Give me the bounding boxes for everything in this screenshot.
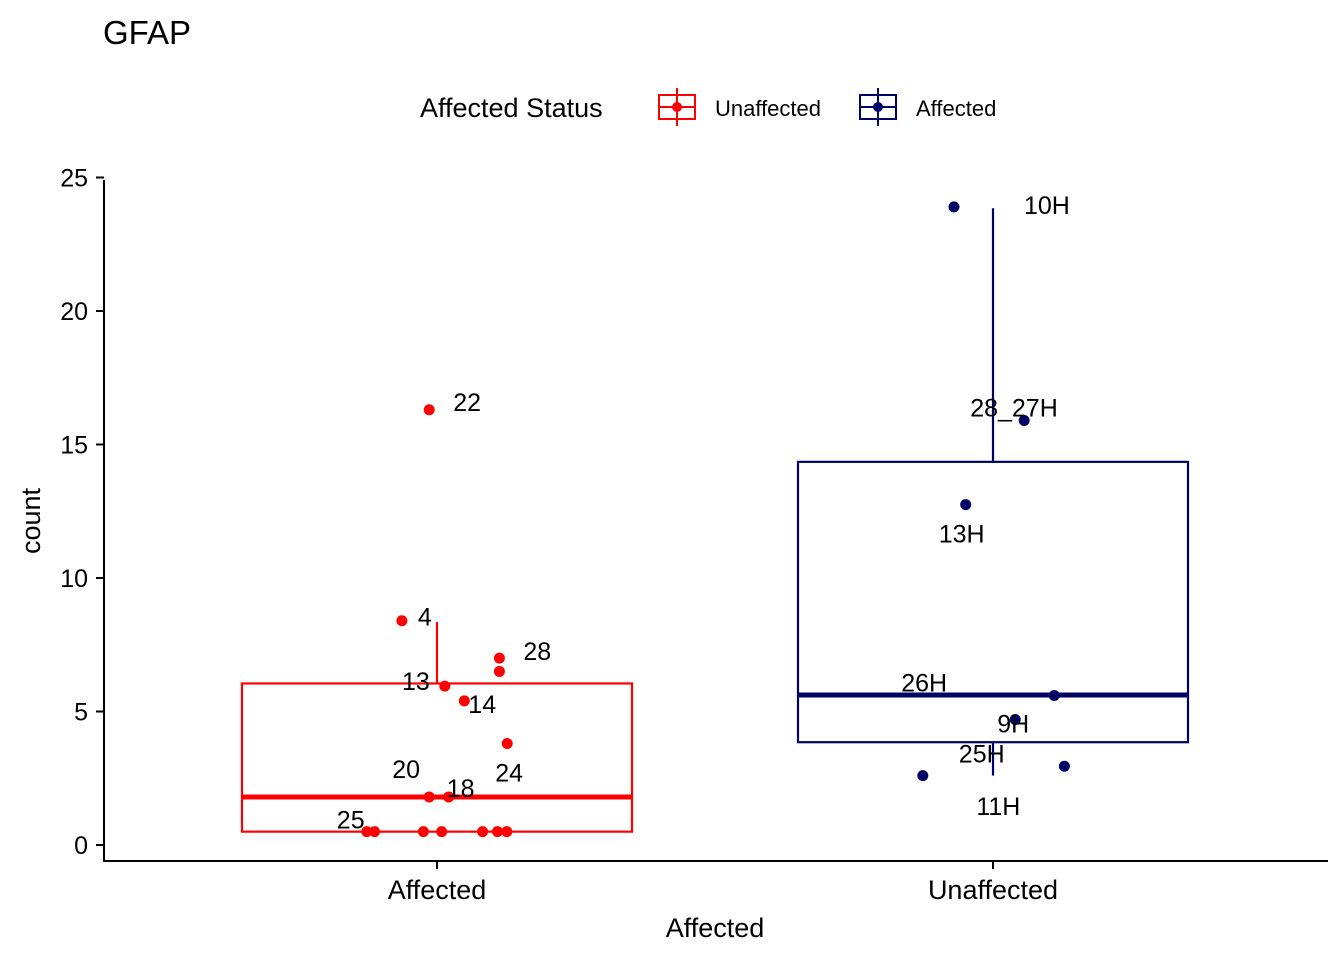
boxes-layer — [240, 208, 1190, 833]
legend-title: Affected Status — [420, 93, 603, 123]
point-label: 25H — [959, 741, 1005, 769]
data-point — [491, 826, 503, 838]
x-ticks: Affected Unaffected — [388, 861, 1058, 905]
legend-key-affected — [859, 88, 897, 126]
box-iqr — [796, 460, 1190, 744]
points-layer — [361, 201, 1070, 838]
data-point — [1018, 414, 1030, 426]
point-label: 28 — [523, 638, 551, 666]
data-point — [917, 770, 929, 782]
data-point — [501, 738, 513, 750]
chart-title: GFAP — [103, 14, 191, 51]
data-point — [417, 826, 429, 838]
legend-label-affected: Affected — [916, 96, 996, 121]
point-label: 4 — [418, 604, 432, 632]
y-axis-label: count — [16, 487, 46, 554]
y-tick-label: 25 — [60, 165, 88, 193]
point-label: 25 — [337, 807, 365, 835]
data-point — [361, 826, 373, 838]
data-point — [1009, 714, 1021, 726]
legend: Affected Status Unaffected Affected — [420, 88, 996, 126]
data-point — [1058, 760, 1070, 772]
data-point — [493, 652, 505, 664]
x-tick-label: Unaffected — [928, 875, 1058, 905]
point-label: 10H — [1024, 192, 1070, 220]
point-label: 14 — [468, 691, 496, 719]
y-tick-label: 10 — [60, 565, 88, 593]
point-label: 11H — [976, 793, 1020, 821]
point-label: 13 — [402, 668, 430, 696]
data-point — [423, 404, 435, 416]
point-label: 26H — [901, 669, 947, 697]
data-point — [396, 615, 408, 627]
box-iqr — [240, 682, 634, 833]
point-label: 28_27H — [970, 394, 1058, 422]
y-ticks: 0 5 10 15 20 25 — [60, 165, 104, 860]
box-affected — [240, 622, 634, 833]
y-tick-label: 5 — [74, 699, 88, 727]
data-point — [501, 826, 513, 838]
point-label: 20 — [392, 756, 420, 784]
data-point — [443, 791, 455, 803]
y-tick-label: 15 — [60, 432, 88, 460]
data-point — [948, 201, 960, 213]
data-point — [423, 791, 435, 803]
point-label: 9H — [997, 711, 1029, 739]
legend-label-unaffected: Unaffected — [715, 96, 821, 121]
data-point — [439, 680, 451, 692]
y-tick-label: 20 — [60, 298, 88, 326]
point-label: 24 — [495, 760, 523, 788]
data-point — [1048, 689, 1060, 701]
data-point — [960, 499, 972, 511]
x-tick-label: Affected — [388, 875, 487, 905]
box-unaffected — [796, 208, 1190, 776]
point-label: 18 — [447, 775, 475, 803]
legend-key-unaffected — [658, 88, 696, 126]
x-axis-label: Affected — [666, 913, 765, 943]
data-point — [436, 826, 448, 838]
data-point — [493, 665, 505, 677]
point-label: 22 — [453, 389, 481, 417]
data-point — [477, 826, 489, 838]
data-point — [458, 695, 470, 707]
data-point — [369, 826, 381, 838]
point-label: 13H — [939, 521, 985, 549]
y-tick-label: 0 — [74, 832, 88, 860]
